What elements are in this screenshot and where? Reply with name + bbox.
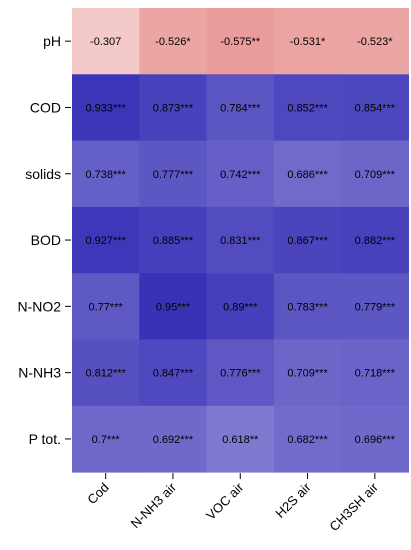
heatmap-cell [273, 8, 342, 75]
heatmap-cell [273, 140, 342, 208]
heatmap-cell-label: 0.7*** [92, 434, 121, 446]
heatmap-cell-label: 0.831*** [220, 235, 261, 247]
heatmap-cell-label: 0.854*** [355, 102, 396, 114]
heatmap-cell-label: 0.89*** [223, 301, 258, 313]
heatmap-cell-label: 0.696*** [355, 434, 396, 446]
heatmap-cell [341, 405, 409, 473]
heatmap-cell-label: 0.686*** [287, 169, 328, 181]
heatmap-cell-label: 0.742*** [220, 169, 261, 181]
x-axis-label: Cod [84, 480, 111, 507]
heatmap-cell-label: 0.77*** [89, 301, 124, 313]
heatmap-cell-label: 0.709*** [355, 169, 396, 181]
heatmap-cell [139, 74, 208, 142]
x-axis-label: N-NH3 air [128, 479, 180, 531]
heatmap-cell-label: 0.776*** [220, 368, 261, 380]
heatmap-cell [139, 405, 208, 473]
heatmap-cell-label: 0.783*** [287, 301, 328, 313]
heatmap-cell [273, 339, 342, 407]
y-axis-label: N-NH3 [18, 365, 61, 381]
heatmap-cell-label: 0.933*** [85, 102, 126, 114]
x-axis-label: VOC air [203, 479, 247, 523]
y-axis: pH COD solids BOD N-NO2 N-NH3 P tot. [17, 33, 71, 447]
heatmap-cell-label: 0.682*** [287, 434, 328, 446]
heatmap-cell-label: -0.307 [90, 36, 121, 48]
heatmap-cell [139, 273, 208, 340]
heatmap-cell [139, 140, 208, 208]
heatmap-cell [72, 74, 140, 142]
heatmap-cell [206, 140, 275, 208]
heatmap-cell [139, 8, 208, 75]
y-axis-label: BOD [31, 232, 61, 248]
heatmap-cell-label: 0.867*** [287, 235, 328, 247]
y-axis-label: COD [30, 99, 61, 115]
heatmap-cell-label: 0.847*** [153, 368, 194, 380]
heatmap-cell-labels: -0.307 -0.526* -0.575** -0.531* -0.523* 0.933… [85, 36, 395, 446]
heatmap-cell-label: 0.852*** [287, 102, 328, 114]
x-axis-label: H2S air [272, 479, 314, 521]
heatmap-cell [206, 206, 275, 274]
heatmap-cell [139, 339, 208, 407]
heatmap-cell-label: 0.95*** [156, 301, 191, 313]
heatmap-cell [206, 339, 275, 407]
x-axis-label: CH3SH air [326, 479, 381, 534]
heatmap-cell [341, 74, 409, 142]
heatmap-cell [72, 339, 140, 407]
heatmap-cell-label: 0.618** [222, 434, 259, 446]
heatmap-cell [206, 8, 275, 75]
heatmap-cell [72, 140, 140, 208]
heatmap-cell [341, 339, 409, 407]
heatmap-cell [273, 74, 342, 142]
y-axis-label: N-NO2 [17, 298, 61, 314]
heatmap-cell-label: 0.692*** [153, 434, 194, 446]
y-axis-label: P tot. [29, 431, 61, 447]
heatmap-cell [206, 273, 275, 340]
heatmap-cell-label: 0.873*** [153, 102, 194, 114]
heatmap-cells [72, 8, 409, 473]
heatmap-cell [72, 405, 140, 473]
heatmap-cell-label: 0.812*** [85, 368, 126, 380]
heatmap-cell [72, 273, 140, 340]
heatmap-cell [273, 273, 342, 340]
heatmap-cell [72, 8, 140, 75]
heatmap-cell-label: 0.784*** [220, 102, 261, 114]
heatmap-cell-label: 0.718*** [355, 368, 396, 380]
heatmap-cell [341, 140, 409, 208]
heatmap-cell-label: 0.738*** [85, 169, 126, 181]
heatmap-cell [206, 74, 275, 142]
heatmap-cell-label: 0.779*** [355, 301, 396, 313]
heatmap-cell [273, 206, 342, 274]
heatmap-cell-label: -0.531* [290, 36, 326, 48]
heatmap-cell [72, 206, 140, 274]
heatmap-cell-label: 0.885*** [153, 235, 194, 247]
x-axis: Cod N-NH3 air VOC air H2S air CH3SH air [84, 473, 381, 534]
y-axis-label: solids [25, 166, 61, 182]
heatmap-cell-label: -0.523* [357, 36, 393, 48]
heatmap-cell-label: 0.709*** [287, 368, 328, 380]
heatmap-cell [341, 273, 409, 340]
heatmap-cell-label: 0.927*** [85, 235, 126, 247]
heatmap-cell-label: -0.575** [220, 36, 260, 48]
heatmap-cell [139, 206, 208, 274]
heatmap-cell [206, 405, 275, 473]
y-axis-label: pH [43, 33, 61, 49]
heatmap-cell-label: 0.777*** [153, 169, 194, 181]
heatmap-cell-label: 0.882*** [355, 235, 396, 247]
heatmap-cell [273, 405, 342, 473]
heatmap-cell-label: -0.526* [155, 36, 191, 48]
heatmap-cell [341, 8, 409, 75]
heatmap-cell [341, 206, 409, 274]
